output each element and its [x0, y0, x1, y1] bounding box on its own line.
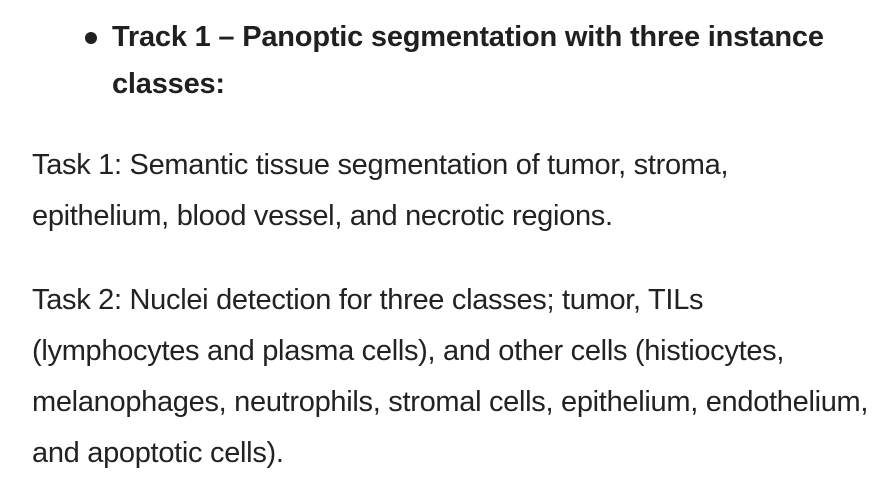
- track-1-item: Track 1 – Panoptic segmentation with thr…: [82, 14, 878, 108]
- track-1-title: Track 1 – Panoptic segmentation with thr…: [112, 21, 824, 100]
- task-2-paragraph: Task 2: Nuclei detection for three class…: [32, 284, 869, 469]
- track-list: Track 1 – Panoptic segmentation with thr…: [32, 14, 878, 108]
- document-content: Track 1 – Panoptic segmentation with thr…: [32, 14, 878, 479]
- bullet-icon: [85, 32, 97, 44]
- task-1-paragraph: Task 1: Semantic tissue segmentation of …: [32, 149, 729, 232]
